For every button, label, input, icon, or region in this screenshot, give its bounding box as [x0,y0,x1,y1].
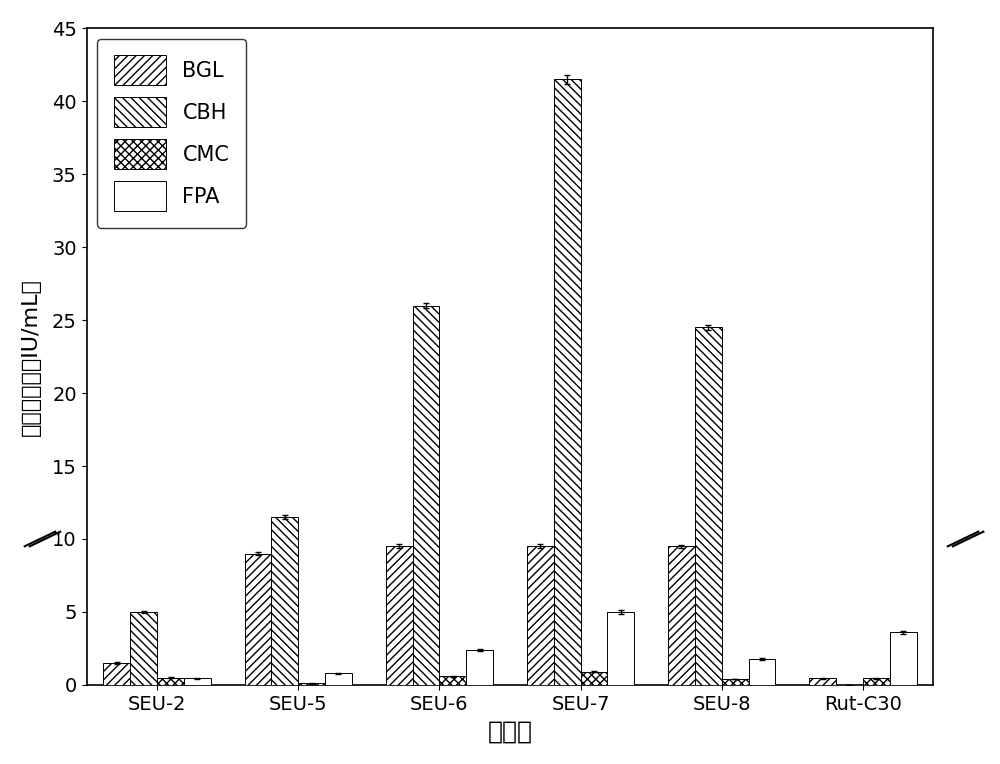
Bar [863,678,890,685]
Bar [581,672,607,685]
Bar [695,328,722,685]
Bar [809,678,836,685]
Bar [890,633,917,685]
Legend: BGL, CBH, CMC, FPA: BGL, CBH, CMC, FPA [97,39,246,228]
Bar [298,684,325,685]
Y-axis label: 纤维素酶活（IU/mL）: 纤维素酶活（IU/mL） [21,277,41,435]
Bar [607,612,634,685]
Bar [722,679,749,685]
Bar [245,554,271,685]
Bar [413,306,439,685]
Bar [130,612,157,685]
Bar [466,650,493,685]
Bar [271,517,298,685]
Bar [668,546,695,685]
Bar [325,673,352,685]
Bar [527,546,554,685]
X-axis label: 转化子: 转化子 [487,719,532,743]
Bar [386,546,413,685]
Bar [184,678,211,685]
Bar [554,79,581,685]
Bar [157,678,184,685]
Bar [103,663,130,685]
Bar [439,676,466,685]
Bar [749,659,775,685]
